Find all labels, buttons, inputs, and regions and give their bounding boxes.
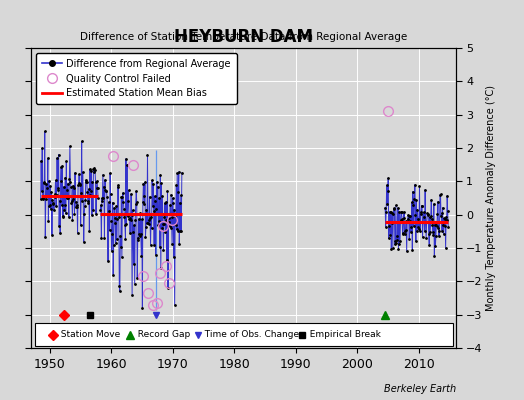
Text: Station Move: Station Move [55,330,120,339]
Text: Berkeley Earth: Berkeley Earth [384,384,456,394]
FancyBboxPatch shape [35,323,453,346]
Text: Record Gap: Record Gap [132,330,190,339]
Y-axis label: Monthly Temperature Anomaly Difference (°C): Monthly Temperature Anomaly Difference (… [486,85,496,311]
Text: Difference of Station Temperature Data from Regional Average: Difference of Station Temperature Data f… [80,32,407,42]
Text: Empirical Break: Empirical Break [304,330,381,339]
Title: HEYBURN DAM: HEYBURN DAM [174,28,313,46]
Text: Time of Obs. Change: Time of Obs. Change [199,330,300,339]
Legend: Difference from Regional Average, Quality Control Failed, Estimated Station Mean: Difference from Regional Average, Qualit… [36,53,237,104]
